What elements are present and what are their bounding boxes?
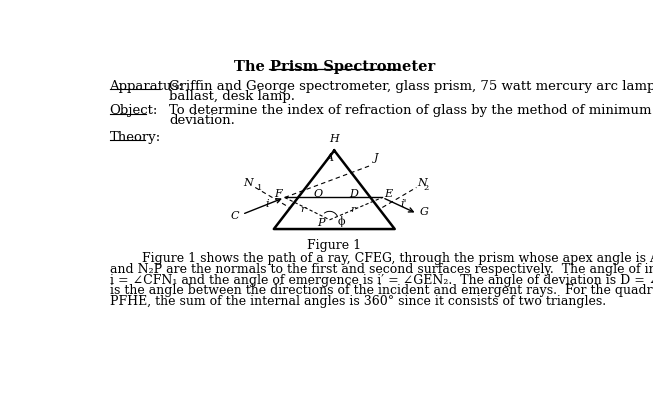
- Text: Figure 1 shows the path of a ray, CFEG, through the prism whose apex angle is A.: Figure 1 shows the path of a ray, CFEG, …: [110, 252, 653, 265]
- Text: G: G: [419, 207, 428, 217]
- Text: Griffin and George spectrometer, glass prism, 75 watt mercury arc lamp and: Griffin and George spectrometer, glass p…: [169, 80, 653, 93]
- Text: C: C: [231, 211, 239, 221]
- Text: F: F: [275, 189, 282, 200]
- Text: The Prism Spectrometer: The Prism Spectrometer: [234, 60, 435, 74]
- Text: 1: 1: [257, 184, 262, 192]
- Text: J: J: [374, 153, 378, 163]
- Text: and N₂P are the normals to the first and second surfaces respectively.  The angl: and N₂P are the normals to the first and…: [110, 263, 653, 276]
- Text: 2: 2: [423, 184, 428, 192]
- Text: H: H: [329, 134, 339, 144]
- Text: To determine the index of refraction of glass by the method of minimum: To determine the index of refraction of …: [169, 104, 652, 117]
- Text: PFHE, the sum of the internal angles is 360° since it consists of two triangles.: PFHE, the sum of the internal angles is …: [110, 295, 605, 308]
- Text: ballast, desk lamp.: ballast, desk lamp.: [169, 89, 295, 102]
- Text: Apparatus:: Apparatus:: [110, 80, 183, 93]
- Text: ϕ: ϕ: [338, 216, 345, 227]
- Text: A: A: [326, 153, 334, 163]
- Text: i: i: [266, 200, 270, 210]
- Text: Theory:: Theory:: [110, 131, 161, 144]
- Text: N: N: [243, 178, 253, 188]
- Text: Figure 1: Figure 1: [307, 239, 361, 252]
- Text: i': i': [401, 199, 407, 209]
- Text: i = ∠CFN₁ and the angle of emergence is i′ = ∠GEN₂.  The angle of deviation is D: i = ∠CFN₁ and the angle of emergence is …: [110, 274, 653, 287]
- Text: r: r: [351, 205, 355, 214]
- Text: N: N: [417, 178, 427, 188]
- Text: r: r: [300, 205, 305, 214]
- Text: P: P: [317, 218, 325, 228]
- Text: O: O: [313, 189, 323, 199]
- Text: Object:: Object:: [110, 104, 158, 117]
- Text: deviation.: deviation.: [169, 114, 235, 127]
- Text: D: D: [349, 189, 358, 199]
- Text: is the angle between the directions of the incident and emergent rays.  For the : is the angle between the directions of t…: [110, 284, 653, 297]
- Text: E: E: [384, 189, 392, 200]
